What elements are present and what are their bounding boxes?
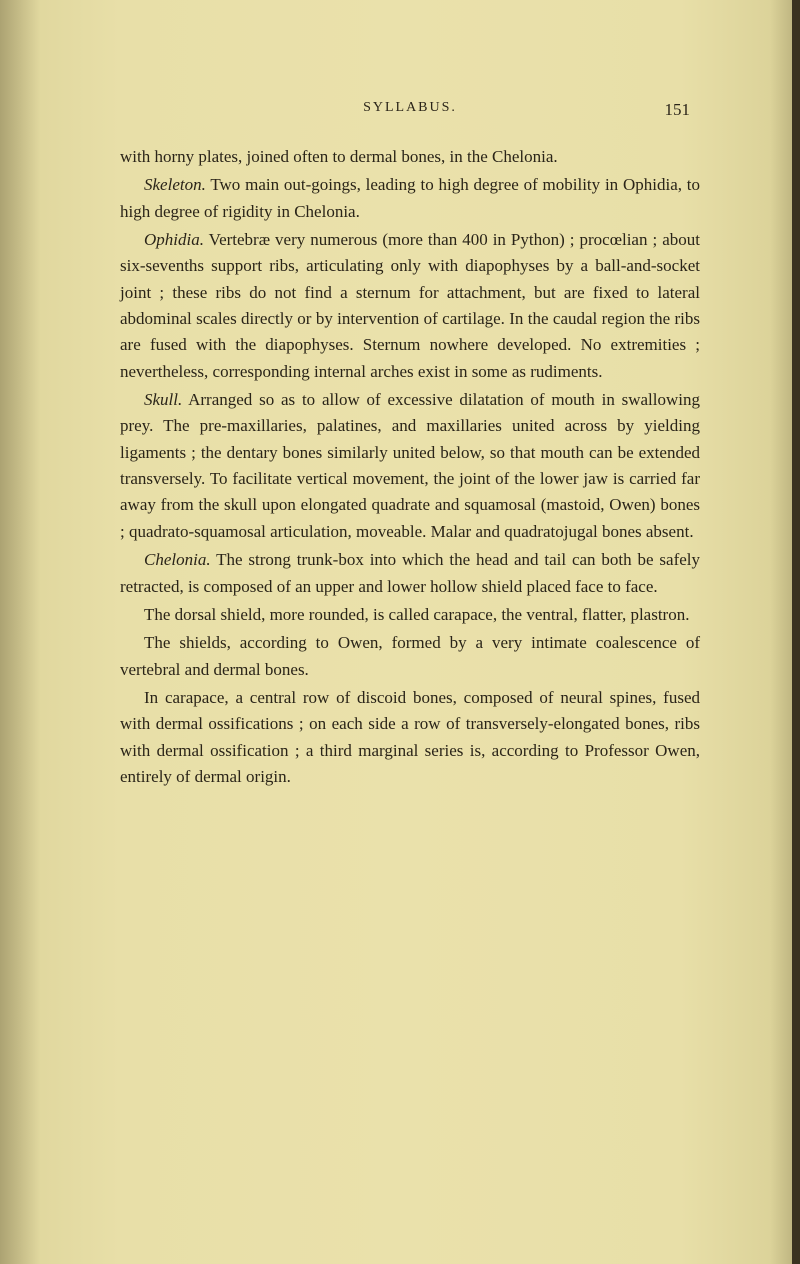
lead-word: Ophidia.	[144, 230, 204, 249]
paragraph: with horny plates, joined often to derma…	[120, 144, 700, 170]
lead-word: Skeleton.	[144, 175, 206, 194]
paragraph: Skull. Arranged so as to allow of excess…	[120, 387, 700, 545]
running-head: SYLLABUS.	[130, 100, 690, 116]
paragraph: Chelonia. The strong trunk-box into whic…	[120, 547, 700, 600]
lead-word: Skull.	[144, 390, 182, 409]
page-number: 151	[665, 100, 691, 120]
paragraph-text: Vertebræ very numerous (more than 400 in…	[120, 230, 700, 381]
lead-word: Chelonia.	[144, 550, 211, 569]
paragraph: Ophidia. Vertebræ very numerous (more th…	[120, 227, 700, 385]
paragraph-text: Arranged so as to allow of excessive dil…	[120, 390, 700, 541]
scanned-page: SYLLABUS. 151 with horny plates, joined …	[0, 0, 800, 1264]
page-edge	[792, 0, 800, 1264]
paragraph: The shields, according to Owen, formed b…	[120, 630, 700, 683]
paragraph: Skeleton. Two main out-goings, leading t…	[120, 172, 700, 225]
paragraph-text: Two main out-goings, leading to high deg…	[120, 175, 700, 220]
paragraph: The dorsal shield, more rounded, is call…	[120, 602, 700, 628]
paragraph: In carapace, a central row of discoid bo…	[120, 685, 700, 790]
page-header: SYLLABUS. 151	[120, 100, 700, 116]
body-text: with horny plates, joined often to derma…	[120, 144, 700, 790]
